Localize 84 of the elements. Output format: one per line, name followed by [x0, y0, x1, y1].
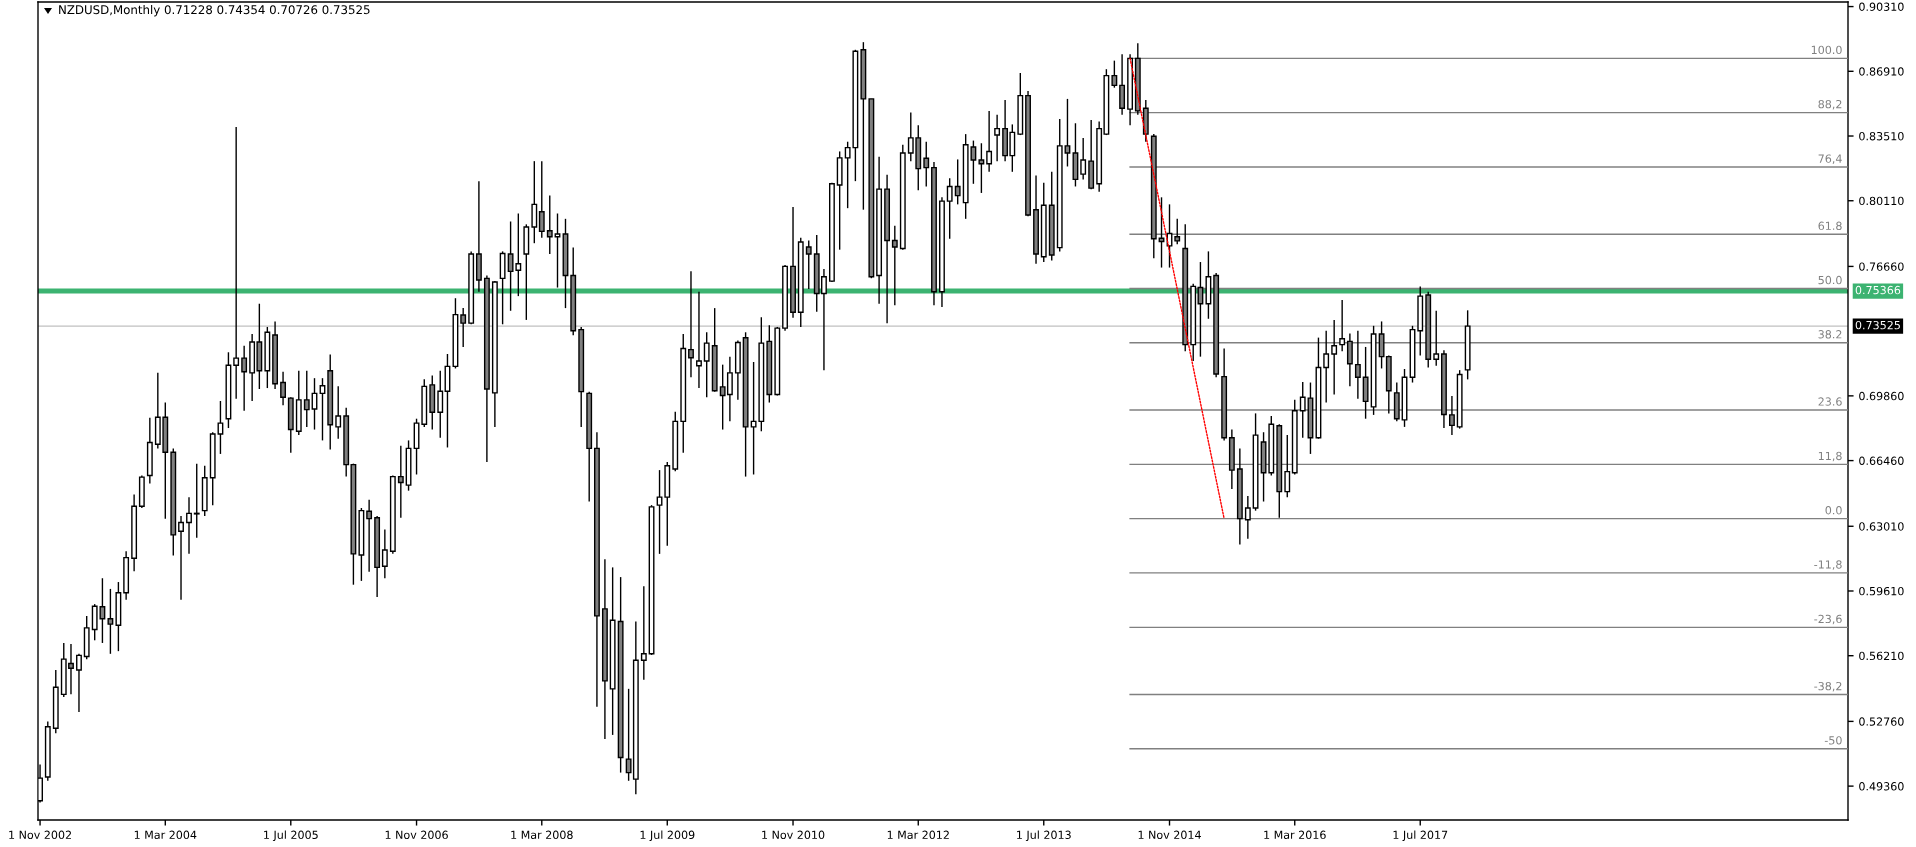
series-label: 0.0 [1825, 506, 1842, 515]
x-tick-label: 1 Jul 2005 [264, 830, 318, 842]
ref-line-label: 0.75366 [1855, 285, 1901, 295]
candlestick [1064, 98, 1071, 168]
candlestick [1331, 319, 1338, 396]
candlestick [1080, 137, 1087, 181]
series-label: 50.0 [1818, 275, 1842, 285]
x-tick-label: 1 Jul 2017 [1393, 830, 1448, 842]
candlestick [805, 239, 812, 290]
series-label: -11,8 [1814, 560, 1842, 570]
series-label: -38,2 [1814, 681, 1842, 692]
candlestick [1244, 495, 1251, 540]
candlestick [381, 528, 388, 579]
candlestick [107, 588, 114, 655]
series-label: 23.6 [1818, 397, 1842, 406]
candlestick [891, 225, 898, 306]
series-label: -23,6 [1814, 614, 1842, 625]
y-tick-label: 0.83510 [1859, 131, 1904, 141]
x-tick-label: 1 Mar 2004 [134, 830, 197, 840]
candlestick [531, 160, 538, 244]
candlestick [193, 462, 200, 539]
candlestick [538, 160, 545, 239]
candlestick [696, 291, 702, 389]
candlestick [954, 158, 961, 206]
candlestick [366, 499, 373, 573]
series-label: 61.8 [1818, 221, 1842, 231]
y-tick-label: 0.52760 [1859, 717, 1904, 726]
candlestick [703, 331, 710, 398]
series-label: 38.2 [1818, 330, 1842, 339]
candlestick [1111, 59, 1118, 89]
candlestick [303, 370, 310, 428]
series-label: 88,2 [1818, 99, 1842, 110]
series-label: 100.0 [1811, 45, 1842, 55]
ref-line-label: 0.73525 [1855, 320, 1900, 330]
candlestick [554, 212, 561, 289]
candlestick [76, 653, 82, 713]
x-tick-label: 1 Mar 2012 [887, 830, 949, 840]
candlestick [640, 585, 647, 681]
series-label: 11,8 [1818, 451, 1842, 462]
x-tick-label: 1 Mar 2016 [1264, 830, 1326, 840]
candlestick [978, 142, 985, 194]
y-tick-label: 0.86910 [1859, 67, 1904, 76]
candlestick [335, 385, 342, 440]
candlestick [688, 270, 694, 378]
candlestick [986, 110, 993, 173]
y-tick-label: 0.56210 [1859, 651, 1904, 661]
y-tick-label: 0.69860 [1859, 391, 1904, 401]
x-tick-label: 1 Jul 2013 [1017, 830, 1071, 842]
candlestick [1299, 381, 1306, 439]
candlestick [397, 445, 404, 519]
x-tick-label: 1 Nov 2002 [9, 830, 71, 840]
chart-title: NZDUSD,Monthly 0.71228 0.74354 0.70726 0.73525 [59, 5, 370, 17]
candlestick [946, 177, 953, 240]
candlestick [241, 345, 248, 412]
candlestick [280, 370, 286, 406]
x-tick-label: 1 Jul 2009 [640, 830, 695, 842]
x-tick-label: 1 Nov 2010 [762, 830, 825, 840]
candlestick [437, 370, 444, 439]
candlestick [994, 114, 1001, 162]
y-tick-label: 0.90310 [1859, 2, 1904, 11]
x-tick-label: 1 Nov 2006 [385, 830, 448, 840]
series-label: -50 [1824, 736, 1842, 745]
candlestick [546, 194, 553, 255]
candlestick [1339, 299, 1346, 353]
series-label: 76,4 [1818, 154, 1842, 164]
candlestick [178, 515, 184, 601]
y-tick-label: 0.66460 [1859, 456, 1904, 465]
y-tick-label: 0.80110 [1859, 196, 1904, 206]
x-tick-label: 1 Nov 2014 [1138, 830, 1201, 840]
y-tick-label: 0.59610 [1859, 586, 1904, 596]
candlestick [1119, 53, 1126, 116]
x-tick-label: 1 Mar 2008 [511, 830, 573, 840]
candlestick [1323, 330, 1330, 404]
candlestick [460, 307, 467, 348]
y-tick-label: 0.49360 [1859, 782, 1904, 791]
candlestick [656, 469, 663, 555]
y-tick-label: 0.76660 [1859, 262, 1904, 271]
candlestick [1284, 434, 1291, 498]
candlestick [186, 496, 192, 555]
candlestick [217, 400, 224, 455]
candlestick [1433, 310, 1440, 367]
y-tick-label: 0.63010 [1859, 522, 1904, 531]
candlestick [923, 141, 930, 188]
candlestick [233, 126, 240, 400]
